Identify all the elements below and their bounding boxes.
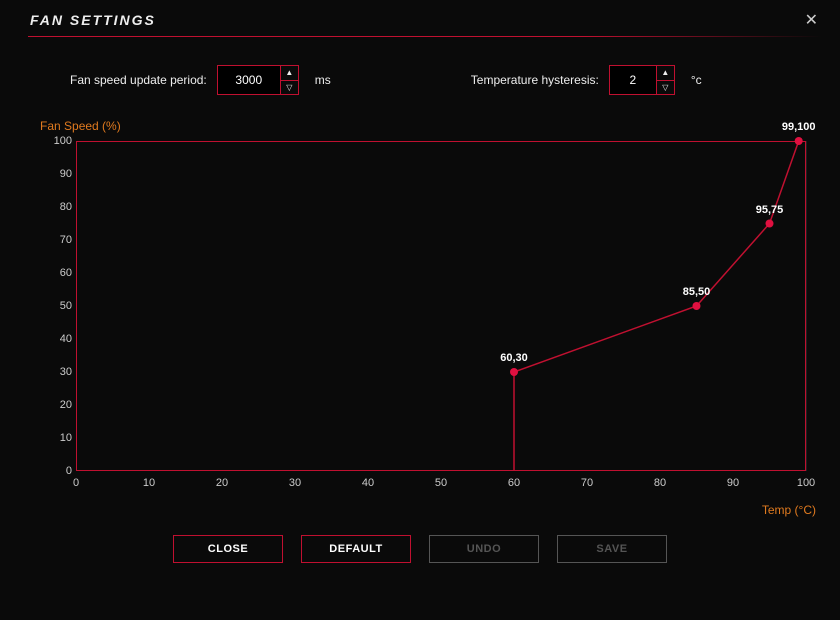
- chevron-down-icon[interactable]: ▽: [281, 81, 298, 95]
- curve-point[interactable]: [795, 137, 803, 145]
- ytick: 0: [44, 465, 72, 477]
- ytick: 90: [44, 168, 72, 180]
- fan-curve-chart: Fan Speed (%) 0 10 20 30 40 50 60 70 80 90 100 0 10 2…: [20, 119, 820, 519]
- xtick: 80: [654, 477, 666, 489]
- hysteresis-stepper: ▲ ▽: [609, 65, 675, 95]
- curve-point-label: 95,75: [756, 204, 784, 216]
- ytick: 30: [44, 366, 72, 378]
- close-icon[interactable]: ✕: [801, 10, 822, 30]
- controls-row: Fan speed update period: ▲ ▽ ms Temperat…: [0, 37, 840, 105]
- ytick: 40: [44, 333, 72, 345]
- update-period-unit: ms: [315, 73, 331, 87]
- fan-settings-window: FAN SETTINGS ✕ Fan speed update period: …: [0, 0, 840, 620]
- update-period-arrows: ▲ ▽: [280, 66, 298, 94]
- xtick: 60: [508, 477, 520, 489]
- update-period-input[interactable]: [218, 66, 280, 94]
- update-period-stepper: ▲ ▽: [217, 65, 299, 95]
- xtick: 40: [362, 477, 374, 489]
- hysteresis-unit: °c: [691, 73, 702, 87]
- chart-ylabel: Fan Speed (%): [40, 119, 121, 133]
- curve-point[interactable]: [693, 302, 701, 310]
- curve-point-label: 99,100: [782, 121, 816, 133]
- ytick: 100: [44, 135, 72, 147]
- undo-button: UNDO: [429, 535, 539, 563]
- ytick: 70: [44, 234, 72, 246]
- button-row: CLOSE DEFAULT UNDO SAVE: [0, 519, 840, 563]
- chevron-up-icon[interactable]: ▲: [657, 66, 674, 81]
- default-button[interactable]: DEFAULT: [301, 535, 411, 563]
- xtick: 70: [581, 477, 593, 489]
- curve-point[interactable]: [510, 368, 518, 376]
- close-button[interactable]: CLOSE: [173, 535, 283, 563]
- hysteresis-input[interactable]: [610, 66, 656, 94]
- fan-curve-line: [76, 141, 806, 471]
- chevron-down-icon[interactable]: ▽: [657, 81, 674, 95]
- window-title: FAN SETTINGS: [30, 12, 156, 28]
- update-period-label: Fan speed update period:: [70, 73, 207, 87]
- curve-point-label: 60,30: [500, 352, 528, 364]
- ytick: 10: [44, 432, 72, 444]
- xtick: 0: [73, 477, 79, 489]
- xtick: 50: [435, 477, 447, 489]
- xtick: 100: [797, 477, 815, 489]
- ytick: 80: [44, 201, 72, 213]
- curve-point[interactable]: [766, 220, 774, 228]
- titlebar: FAN SETTINGS ✕: [0, 0, 840, 36]
- ytick: 60: [44, 267, 72, 279]
- hysteresis-arrows: ▲ ▽: [656, 66, 674, 94]
- chart-xlabel: Temp (°C): [762, 503, 816, 517]
- save-button: SAVE: [557, 535, 667, 563]
- xtick: 90: [727, 477, 739, 489]
- xtick: 30: [289, 477, 301, 489]
- ytick: 50: [44, 300, 72, 312]
- curve-point-label: 85,50: [683, 286, 711, 298]
- hysteresis-label: Temperature hysteresis:: [471, 73, 599, 87]
- ytick: 20: [44, 399, 72, 411]
- xtick: 10: [143, 477, 155, 489]
- chevron-up-icon[interactable]: ▲: [281, 66, 298, 81]
- xtick: 20: [216, 477, 228, 489]
